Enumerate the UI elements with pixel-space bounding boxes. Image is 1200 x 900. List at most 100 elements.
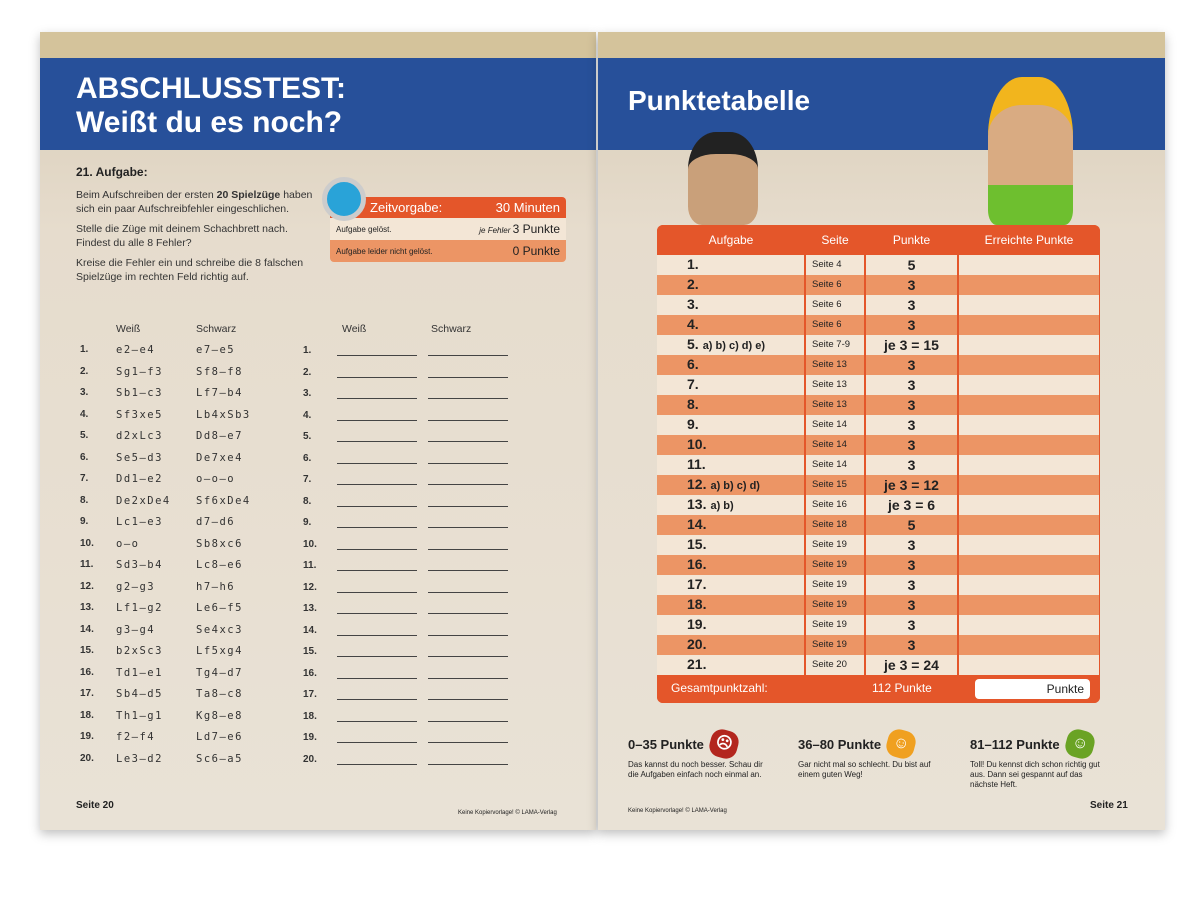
page-cell: Seite 14 [805,415,866,435]
instruction-3: Kreise die Fehler ein und schreibe die 8… [76,257,304,283]
black-move: Ta8–c8 [196,688,243,700]
black-answer-line[interactable] [428,376,508,378]
achieved-points-cell[interactable] [958,335,1100,355]
black-answer-line[interactable] [428,419,508,421]
black-answer-line[interactable] [428,570,508,571]
white-answer-line[interactable] [337,763,417,765]
achieved-points-cell[interactable] [958,575,1100,595]
achieved-points-cell[interactable] [958,435,1100,455]
white-answer-line[interactable] [337,527,417,528]
task-number: 13. [687,496,707,512]
table-row: 13. a) b) Seite 16 je 3 = 6 [657,495,1100,515]
white-answer-line[interactable] [337,720,417,722]
achieved-points-cell[interactable] [958,395,1100,415]
points-cell: 3 [865,615,959,635]
white-answer-line[interactable] [337,355,417,356]
rating-header: 0–35 Punkte ☹ [628,726,793,762]
achieved-points-cell[interactable] [958,255,1100,275]
achieved-points-cell[interactable] [958,315,1100,335]
black-move: h7–h6 [196,580,236,593]
white-answer-line[interactable] [337,613,417,614]
rating-block: 0–35 Punkte ☹ Das kannst du noch besser. S… [628,726,793,780]
page-cell: Seite 19 [805,595,866,615]
points-cell: 3 [865,635,959,655]
white-answer-line[interactable] [337,656,417,657]
white-answer-line[interactable] [337,376,417,378]
black-answer-line[interactable] [428,355,508,356]
black-answer-line[interactable] [428,699,508,700]
black-answer-line[interactable] [428,742,508,743]
task-cell: 10. [657,435,806,455]
white-answer-line[interactable] [337,441,417,442]
black-answer-line[interactable] [428,441,508,442]
page-cell: Seite 16 [805,495,866,515]
right-page: Punktetabelle Aufgabe Seite Punkte Erreicht… [598,32,1165,830]
achieved-points-cell[interactable] [958,295,1100,315]
black-answer-line[interactable] [428,720,508,722]
black-answer-line[interactable] [428,462,508,464]
black-answer-line[interactable] [428,484,508,485]
black-move: Le6–f5 [196,602,243,614]
white-answer-line[interactable] [337,677,417,679]
white-answer-line[interactable] [337,634,417,636]
points-cell: je 3 = 15 [865,335,959,355]
achieved-points-cell[interactable] [958,455,1100,475]
achieved-points-cell[interactable] [958,555,1100,575]
total-label: Gesamtpunktzahl: [671,681,768,695]
black-answer-line[interactable] [428,398,508,399]
black-answer-line[interactable] [428,656,508,657]
achieved-points-cell[interactable] [958,615,1100,635]
black-move: Kg8–e8 [196,709,243,722]
white-answer-line[interactable] [337,570,417,571]
black-answer-line[interactable] [428,527,508,528]
points-cell: 3 [865,415,959,435]
achieved-points-cell[interactable] [958,275,1100,295]
achieved-points-cell[interactable] [958,635,1100,655]
white-answer-line[interactable] [337,462,417,464]
achieved-points-cell[interactable] [958,595,1100,615]
white-answer-line[interactable] [337,398,417,399]
star-face-icon: ☺ [883,726,919,762]
task-number: 17. [687,576,707,592]
white-answer-line[interactable] [337,419,417,421]
move-number: 12. [80,580,94,592]
white-answer-line[interactable] [337,742,417,743]
column-header: Seite [821,233,849,247]
instructions: Beim Aufschreiben der ersten 20 Spielzüg… [76,188,321,290]
task-number: 3. [687,296,699,312]
achieved-points-cell[interactable] [958,475,1100,495]
white-answer-line[interactable] [337,548,417,550]
achieved-points-cell[interactable] [958,415,1100,435]
white-answer-line[interactable] [337,591,417,593]
total-row: Gesamtpunktzahl: 112 Punkte Punkte [657,675,1100,703]
achieved-points-cell[interactable] [958,655,1100,675]
black-answer-line[interactable] [428,505,508,507]
white-answer-line[interactable] [337,699,417,700]
rating-range: 36–80 Punkte [798,736,882,752]
white-answer-line[interactable] [337,505,417,507]
table-row: 19. Seite 19 3 [657,615,1100,635]
black-answer-line[interactable] [428,591,508,593]
points-cell: 3 [865,575,959,595]
black-answer-line[interactable] [428,763,508,765]
achieved-points-cell[interactable] [958,535,1100,555]
move-number: 16. [80,666,94,678]
black-answer-line[interactable] [428,548,508,550]
answer-number: 3. [303,388,312,399]
task-parts: a) b) [710,500,734,512]
move-number: 18. [80,709,94,721]
black-answer-line[interactable] [428,677,508,679]
total-points-field[interactable]: Punkte [975,679,1090,699]
achieved-points-cell[interactable] [958,495,1100,515]
table-row: 6. Seite 13 3 [657,355,1100,375]
achieved-points-cell[interactable] [958,515,1100,535]
black-answer-line[interactable] [428,613,508,614]
black-move: Tg4–d7 [196,666,243,679]
white-answer-line[interactable] [337,484,417,485]
achieved-points-cell[interactable] [958,355,1100,375]
achieved-points-cell[interactable] [958,375,1100,395]
task-number: 18. [687,596,707,612]
black-answer-line[interactable] [428,634,508,636]
task-cell: 17. [657,575,806,595]
table-row: 7. Seite 13 3 [657,375,1100,395]
